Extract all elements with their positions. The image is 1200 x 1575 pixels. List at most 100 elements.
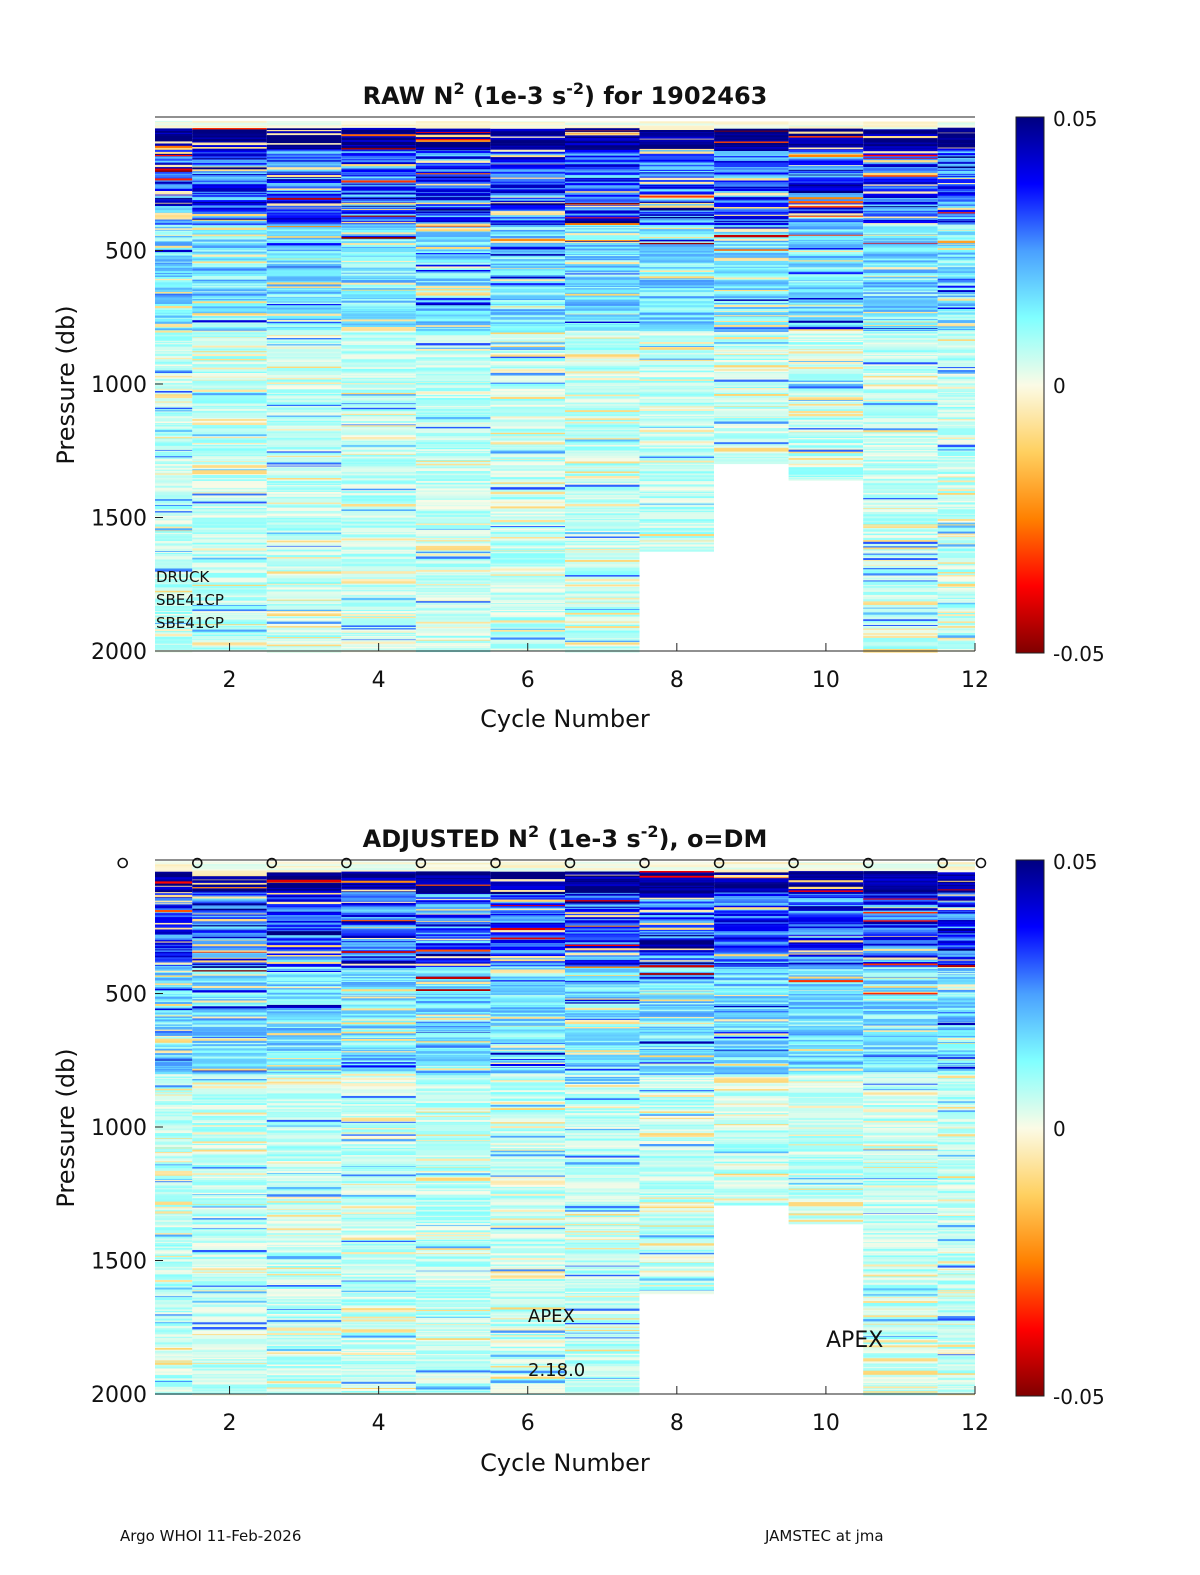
n2-cell bbox=[155, 383, 193, 385]
n2-cell bbox=[155, 222, 193, 226]
n2-cell bbox=[565, 373, 640, 375]
n2-cell bbox=[937, 191, 975, 193]
n2-cell bbox=[155, 593, 193, 596]
n2-cell bbox=[937, 447, 975, 450]
n2-cell bbox=[155, 235, 193, 237]
n2-cell bbox=[937, 304, 975, 307]
n2-cell bbox=[192, 242, 267, 245]
n2-cell bbox=[863, 568, 938, 570]
n2-cell bbox=[415, 442, 491, 445]
n2-cell bbox=[266, 511, 342, 513]
n2-cell bbox=[863, 364, 938, 367]
n2-cell bbox=[155, 149, 193, 153]
n2-cell bbox=[788, 249, 864, 252]
n2-cell bbox=[863, 232, 938, 235]
n2-cell bbox=[714, 323, 789, 326]
n2-cell bbox=[192, 493, 267, 496]
n2-cell bbox=[192, 916, 267, 918]
n2-cell bbox=[863, 432, 938, 434]
n2-cell bbox=[863, 606, 938, 608]
n2-cell bbox=[192, 427, 267, 429]
n2-cell bbox=[155, 1335, 193, 1338]
n2-cell bbox=[937, 413, 975, 416]
n2-cell bbox=[266, 415, 342, 418]
n2-cell bbox=[490, 599, 565, 603]
n2-cell bbox=[341, 273, 416, 277]
n2-cell bbox=[155, 276, 193, 280]
n2-cell bbox=[714, 412, 789, 415]
n2-cell bbox=[639, 153, 714, 157]
n2-cell bbox=[937, 273, 975, 276]
n2-cell bbox=[192, 1155, 267, 1158]
n2-cell bbox=[341, 157, 416, 160]
n2-cell bbox=[341, 600, 416, 603]
n2-cell bbox=[155, 185, 193, 188]
n2-cell bbox=[192, 209, 267, 213]
n2-cell bbox=[937, 425, 975, 427]
n2-cell bbox=[155, 638, 193, 642]
n2-cell bbox=[415, 133, 491, 136]
n2-cell bbox=[415, 167, 491, 170]
n2-cell bbox=[192, 601, 267, 603]
n2-cell bbox=[415, 259, 491, 263]
n2-cell bbox=[266, 894, 342, 897]
n2-cell bbox=[863, 642, 938, 644]
n2-cell bbox=[788, 369, 864, 372]
n2-cell bbox=[266, 425, 342, 427]
n2-cell bbox=[266, 452, 342, 455]
n2-cell bbox=[192, 1291, 267, 1294]
n2-cell bbox=[937, 354, 975, 356]
n2-cell bbox=[415, 525, 491, 528]
n2-cell bbox=[192, 888, 267, 890]
n2-cell bbox=[192, 349, 267, 351]
n2-cell bbox=[565, 438, 640, 440]
n2-cell bbox=[341, 151, 416, 154]
n2-cell bbox=[714, 393, 789, 395]
n2-cell bbox=[788, 361, 864, 363]
n2-cell bbox=[266, 566, 342, 568]
n2-cell bbox=[266, 1081, 342, 1082]
n2-cell bbox=[863, 367, 938, 370]
n2-cell bbox=[341, 246, 416, 249]
n2-cell bbox=[266, 1083, 342, 1085]
raw-annotation-sbe41cp-1: SBE41CP bbox=[156, 591, 224, 609]
n2-cell bbox=[192, 1144, 267, 1146]
n2-cell bbox=[863, 374, 938, 377]
n2-cell bbox=[192, 1233, 267, 1236]
n2-cell bbox=[192, 919, 267, 922]
n2-cell bbox=[937, 405, 975, 408]
n2-cell bbox=[341, 339, 416, 342]
n2-cell bbox=[565, 404, 640, 407]
n2-cell bbox=[266, 885, 342, 889]
n2-cell bbox=[415, 505, 491, 508]
n2-cell bbox=[341, 619, 416, 622]
n2-cell bbox=[192, 940, 267, 943]
n2-cell bbox=[639, 532, 714, 535]
n2-cell bbox=[788, 239, 864, 242]
n2-cell bbox=[863, 614, 938, 617]
n2-cell bbox=[192, 1352, 267, 1356]
n2-cell bbox=[788, 295, 864, 299]
n2-cell bbox=[192, 958, 267, 961]
n2-cell bbox=[155, 1015, 193, 1017]
n2-cell bbox=[266, 479, 342, 482]
n2-cell bbox=[155, 590, 193, 593]
n2-cell bbox=[788, 454, 864, 457]
n2-cell bbox=[341, 477, 416, 479]
n2-cell bbox=[155, 990, 193, 993]
n2-cell bbox=[192, 508, 267, 510]
n2-cell bbox=[155, 949, 193, 951]
n2-cell bbox=[192, 501, 267, 504]
n2-cell bbox=[266, 368, 342, 371]
n2-cell bbox=[266, 1182, 342, 1186]
n2-cell bbox=[863, 516, 938, 519]
n2-cell bbox=[266, 596, 342, 599]
n2-cell bbox=[155, 1322, 193, 1324]
n2-cell bbox=[937, 382, 975, 384]
n2-cell bbox=[863, 438, 938, 441]
n2-cell bbox=[937, 453, 975, 457]
n2-cell bbox=[266, 644, 342, 647]
raw-colorbar-gradient bbox=[1015, 116, 1045, 654]
n2-cell bbox=[192, 314, 267, 317]
n2-cell bbox=[192, 1311, 267, 1314]
